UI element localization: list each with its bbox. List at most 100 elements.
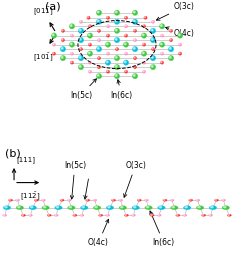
Circle shape — [71, 53, 72, 54]
Circle shape — [169, 57, 171, 58]
Circle shape — [151, 20, 155, 23]
Circle shape — [114, 19, 120, 25]
Circle shape — [69, 206, 72, 208]
Circle shape — [169, 38, 173, 42]
Circle shape — [8, 199, 13, 201]
Circle shape — [98, 39, 99, 40]
Circle shape — [209, 206, 217, 210]
Circle shape — [142, 43, 146, 46]
Circle shape — [133, 57, 137, 60]
Circle shape — [98, 66, 99, 67]
Circle shape — [133, 66, 137, 69]
Circle shape — [171, 206, 178, 210]
Circle shape — [183, 214, 187, 216]
Circle shape — [97, 11, 99, 13]
Circle shape — [105, 60, 111, 65]
Circle shape — [79, 57, 81, 58]
Circle shape — [69, 23, 75, 29]
Circle shape — [55, 206, 62, 210]
Circle shape — [132, 206, 139, 210]
Circle shape — [115, 57, 117, 58]
Circle shape — [51, 33, 57, 38]
Circle shape — [70, 34, 74, 37]
Circle shape — [143, 44, 144, 45]
Circle shape — [106, 61, 108, 63]
Circle shape — [159, 42, 165, 47]
Circle shape — [106, 16, 110, 19]
Circle shape — [161, 62, 162, 63]
Circle shape — [161, 25, 162, 26]
Circle shape — [124, 34, 128, 37]
Circle shape — [137, 199, 141, 201]
Circle shape — [106, 43, 108, 45]
Circle shape — [95, 206, 97, 208]
Circle shape — [107, 53, 108, 54]
Circle shape — [70, 43, 72, 45]
Circle shape — [170, 39, 171, 40]
Circle shape — [143, 71, 144, 72]
Circle shape — [124, 70, 128, 73]
Circle shape — [53, 44, 54, 45]
Circle shape — [79, 66, 81, 67]
Circle shape — [79, 48, 83, 51]
Circle shape — [168, 46, 174, 52]
Circle shape — [143, 25, 144, 26]
Text: O(4c): O(4c) — [88, 219, 109, 247]
Circle shape — [70, 61, 74, 64]
Circle shape — [169, 29, 173, 32]
Circle shape — [88, 34, 90, 36]
Circle shape — [125, 17, 126, 18]
Circle shape — [3, 206, 11, 210]
Circle shape — [52, 34, 54, 36]
Circle shape — [69, 42, 75, 47]
Circle shape — [133, 20, 135, 22]
Circle shape — [114, 37, 120, 43]
Circle shape — [152, 48, 153, 49]
Circle shape — [106, 214, 110, 216]
Circle shape — [124, 16, 128, 19]
Circle shape — [144, 199, 148, 201]
Circle shape — [198, 206, 200, 208]
Circle shape — [61, 38, 65, 42]
Circle shape — [115, 29, 117, 31]
Circle shape — [161, 53, 162, 54]
Circle shape — [196, 199, 200, 201]
Circle shape — [97, 57, 101, 60]
Circle shape — [146, 206, 149, 208]
Circle shape — [107, 17, 108, 18]
Circle shape — [142, 70, 146, 73]
Circle shape — [132, 46, 138, 52]
Circle shape — [88, 61, 92, 64]
Circle shape — [97, 75, 99, 76]
Circle shape — [132, 73, 138, 79]
Circle shape — [123, 42, 129, 47]
Circle shape — [62, 30, 63, 31]
Text: O(4c): O(4c) — [166, 27, 195, 38]
Circle shape — [96, 19, 102, 25]
Circle shape — [141, 33, 147, 38]
Circle shape — [15, 199, 20, 201]
Circle shape — [52, 52, 56, 55]
Circle shape — [89, 62, 90, 63]
Circle shape — [107, 25, 108, 26]
Circle shape — [134, 30, 135, 31]
Circle shape — [62, 39, 63, 40]
Circle shape — [151, 48, 155, 51]
Circle shape — [78, 64, 84, 70]
Circle shape — [60, 46, 66, 52]
Circle shape — [106, 34, 110, 37]
Circle shape — [93, 199, 97, 201]
Circle shape — [89, 71, 90, 72]
Circle shape — [88, 25, 92, 28]
Text: (a): (a) — [45, 2, 61, 11]
Circle shape — [151, 38, 153, 40]
Text: In(5c): In(5c) — [70, 79, 96, 100]
Circle shape — [107, 71, 108, 72]
Circle shape — [133, 48, 135, 49]
Text: (b): (b) — [5, 149, 20, 159]
Circle shape — [61, 57, 63, 58]
Text: In(6c): In(6c) — [110, 80, 133, 100]
Circle shape — [158, 206, 165, 210]
Circle shape — [61, 48, 63, 49]
Circle shape — [115, 48, 119, 51]
